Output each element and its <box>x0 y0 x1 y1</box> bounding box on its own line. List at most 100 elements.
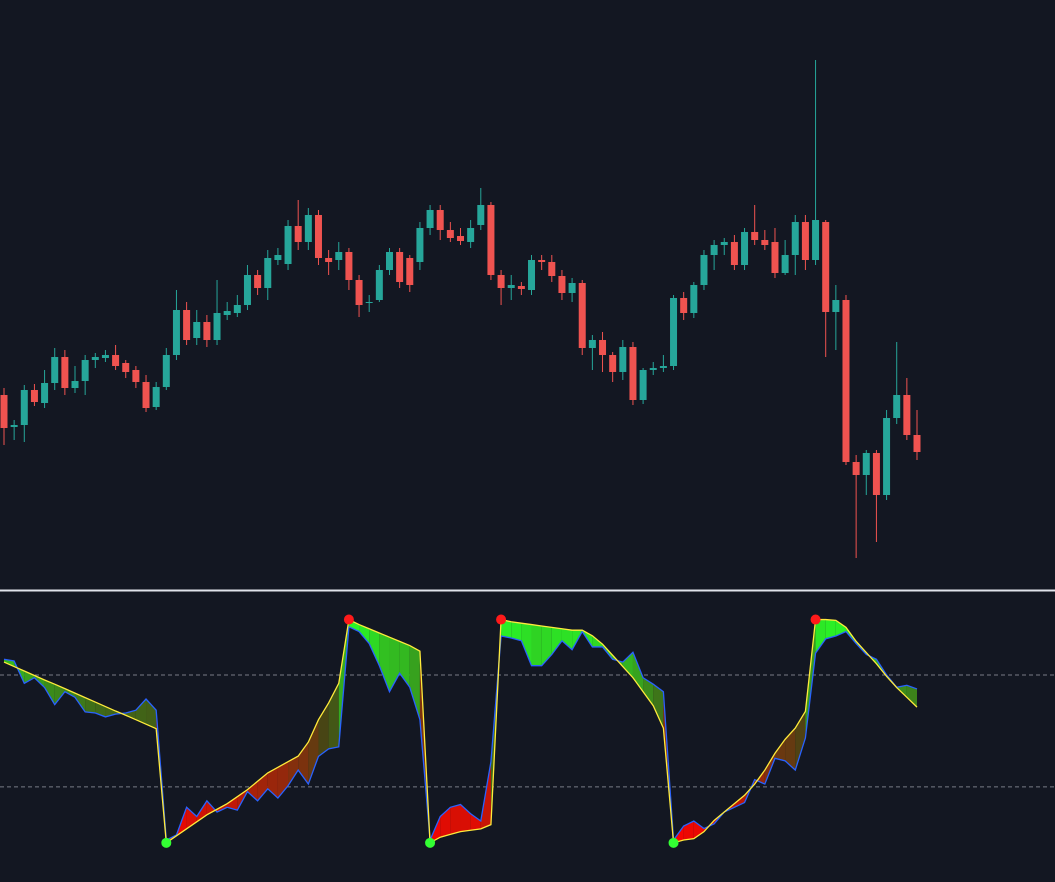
candle-body <box>680 298 688 313</box>
candle-body <box>355 280 363 305</box>
pivot-low <box>668 837 679 848</box>
candle-body <box>335 252 343 260</box>
fill-segment <box>693 821 704 839</box>
candle-body <box>913 435 921 452</box>
fill-segment <box>521 623 532 666</box>
candle-body <box>274 255 282 260</box>
candle-body <box>101 355 109 358</box>
fill-segment <box>308 719 319 785</box>
candle-body <box>862 453 870 475</box>
fill-segment <box>470 813 481 831</box>
candle-body <box>568 283 576 293</box>
fill-segment <box>622 652 633 678</box>
candle-body <box>71 381 79 388</box>
candle-body <box>41 383 49 403</box>
candle-body <box>243 275 251 305</box>
candle-body <box>609 355 617 372</box>
candle-body <box>812 220 820 260</box>
fill-segment <box>805 619 816 738</box>
candle-body <box>690 285 698 313</box>
candle-body <box>325 258 333 262</box>
candle-body <box>649 368 657 370</box>
pivot-high <box>343 614 354 625</box>
fill-segment <box>815 619 826 654</box>
candle-body <box>61 357 69 388</box>
fill-segment <box>146 699 157 729</box>
candle-body <box>619 347 627 372</box>
candle-body <box>193 322 201 338</box>
pivot-high <box>810 614 821 625</box>
pivot-low <box>425 837 436 848</box>
fill-segment <box>227 796 238 811</box>
candle-body <box>213 313 221 340</box>
fill-segment <box>460 804 471 832</box>
candle-body <box>365 302 373 303</box>
candle-body <box>254 275 262 288</box>
candle-body <box>426 210 434 228</box>
candle-body <box>284 226 292 264</box>
candle-body <box>345 252 353 280</box>
candle-body <box>385 252 393 270</box>
candle-body <box>477 205 485 225</box>
candle-body <box>578 283 586 348</box>
candle-body <box>730 242 738 265</box>
candle-body <box>294 226 302 242</box>
fill-segment <box>298 742 309 785</box>
candle-body <box>893 395 901 418</box>
candle-body <box>791 222 799 255</box>
fill-segment <box>683 821 694 841</box>
candle-body <box>81 360 89 381</box>
candle-body <box>771 242 779 273</box>
candle-body <box>548 262 556 276</box>
fill-segment <box>653 684 664 729</box>
fill-segment <box>541 625 552 666</box>
candle-body <box>629 347 637 400</box>
candle-body <box>233 305 241 313</box>
candle-body <box>710 245 718 255</box>
fill-segment <box>906 685 917 708</box>
candle-body <box>751 232 759 240</box>
candle-body <box>903 395 911 435</box>
candle-body <box>142 382 150 408</box>
fill-segment <box>643 677 654 706</box>
candle-body <box>487 205 495 275</box>
fill-segment <box>135 699 147 725</box>
candle-body <box>122 363 130 372</box>
fill-segment <box>389 637 400 692</box>
candle-body <box>406 258 414 285</box>
candle-body <box>517 286 525 289</box>
fill-segment <box>379 632 390 692</box>
candle-body <box>528 260 536 290</box>
candle-body <box>781 255 789 273</box>
candle-body <box>720 242 728 245</box>
fill-segment <box>277 761 289 799</box>
fill-segment <box>561 628 573 650</box>
fill-segment <box>632 652 644 692</box>
fill-segment <box>288 756 299 786</box>
candle-body <box>467 228 475 242</box>
candle-body <box>883 418 891 495</box>
fill-segment <box>785 728 796 771</box>
candle-body <box>872 453 880 495</box>
candle-body <box>507 285 515 288</box>
candle-body <box>20 390 28 425</box>
fill-segment <box>54 684 65 705</box>
candle-body <box>852 462 860 475</box>
candle-body <box>822 222 830 312</box>
candle-body <box>801 222 809 260</box>
fill-segment <box>409 645 420 720</box>
candle-body <box>162 355 170 387</box>
fill-segment <box>359 624 370 644</box>
fill-segment <box>551 627 562 655</box>
candle-body <box>599 340 607 355</box>
fill-segment <box>328 683 339 749</box>
fill-segment <box>734 795 745 808</box>
candle-body <box>51 357 59 383</box>
candle-body <box>588 340 596 348</box>
candle-body <box>10 425 18 427</box>
candle-body <box>446 230 454 238</box>
candle-body <box>203 322 211 340</box>
candle-body <box>538 260 546 262</box>
